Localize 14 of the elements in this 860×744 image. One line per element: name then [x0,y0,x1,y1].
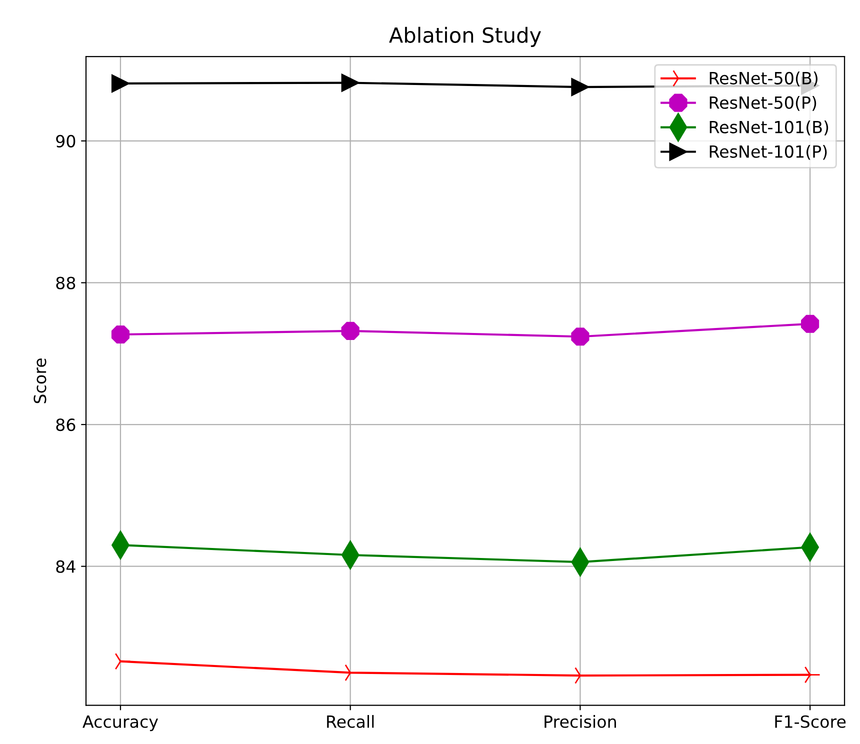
legend-label: ResNet-50(B) [710,72,818,86]
legend-label: ResNet-50(P) [710,96,816,111]
legend-label: ResNet-101(B) [710,120,828,136]
x-tick-label: Recall [327,715,374,728]
y-tick-label: 88 [56,276,76,290]
y-tick-label: 86 [56,418,76,432]
x-tick-label: F1-Score [775,715,846,728]
x-tick-label: Precision [544,715,616,728]
y-axis-title: Score [34,358,46,404]
y-tick-label: 84 [56,560,76,573]
legend-label: ResNet-101(P) [710,144,827,160]
chart-title: Ablation Study [389,26,541,47]
y-tick-label: 90 [56,134,76,148]
x-tick-label: Accuracy [82,716,158,732]
